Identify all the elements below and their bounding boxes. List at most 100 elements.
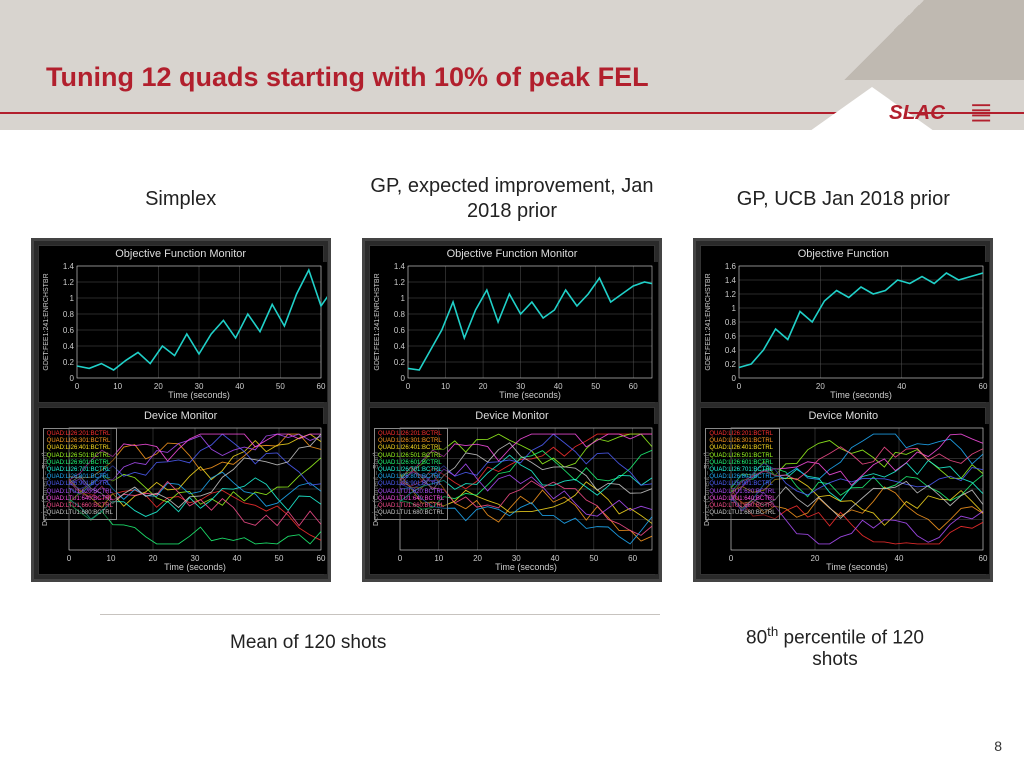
svg-text:Time (seconds): Time (seconds) (168, 390, 230, 400)
svg-text:60: 60 (316, 382, 325, 391)
svg-text:0: 0 (406, 382, 411, 391)
column-simplex: Simplex Objective Function Monitor010203… (30, 160, 331, 582)
column-header-text: Simplex (145, 187, 216, 212)
svg-text:1.2: 1.2 (394, 278, 406, 287)
svg-text:40: 40 (898, 382, 907, 391)
svg-text:20: 20 (816, 382, 825, 391)
svg-text:GDET:FEE1:241:ENRCHSTBR: GDET:FEE1:241:ENRCHSTBR (374, 273, 381, 370)
svg-text:20: 20 (154, 382, 163, 391)
svg-text:0.2: 0.2 (725, 360, 737, 369)
svg-text:60: 60 (316, 554, 325, 563)
svg-text:50: 50 (274, 554, 283, 563)
caption-mean: Mean of 120 shots (230, 632, 386, 654)
device-legend: QUAD:LI26:201:BCTRLQUAD:LI26:301:BCTRLQU… (705, 428, 779, 520)
svg-text:0.8: 0.8 (63, 310, 75, 319)
svg-text:60: 60 (629, 382, 638, 391)
objective-panel: Objective Function Monitor01020304050600… (369, 245, 655, 403)
svg-text:0.8: 0.8 (394, 310, 406, 319)
svg-text:Time (seconds): Time (seconds) (164, 562, 226, 572)
device-panel: Device Monito0204060Time (seconds)Device… (700, 407, 986, 575)
svg-text:Time (seconds): Time (seconds) (830, 390, 892, 400)
svg-text:GDET:FEE1:241:ENRCHSTBR: GDET:FEE1:241:ENRCHSTBR (43, 273, 50, 370)
svg-text:0: 0 (398, 554, 403, 563)
svg-text:1: 1 (401, 294, 406, 303)
page-number: 8 (994, 738, 1002, 754)
svg-text:0.6: 0.6 (394, 326, 406, 335)
svg-text:1: 1 (69, 294, 74, 303)
svg-text:20: 20 (473, 554, 482, 563)
svg-text:1.4: 1.4 (725, 276, 737, 285)
svg-text:1.4: 1.4 (394, 262, 406, 271)
svg-text:0.4: 0.4 (63, 342, 75, 351)
column-header: Simplex (145, 160, 216, 238)
chart-pair-2: Objective Function 0 20 40 60 0 0.2 0.4 0.6 0.8 1 1… (693, 238, 993, 582)
header-decor (804, 0, 1024, 80)
svg-text:10: 10 (106, 554, 115, 563)
svg-text:60: 60 (979, 382, 988, 391)
svg-text:10: 10 (113, 382, 122, 391)
svg-text:0.2: 0.2 (394, 358, 406, 367)
device-legend: QUAD:LI26:201:BCTRLQUAD:LI26:301:BCTRLQU… (374, 428, 448, 520)
svg-text:10: 10 (434, 554, 443, 563)
svg-text:1.2: 1.2 (63, 278, 75, 287)
objective-panel: Objective Function Monitor01020304050600… (38, 245, 324, 403)
panel-title: Device Monitor (370, 408, 654, 424)
caption-percentile: 80th percentile of 120 shots (730, 624, 940, 671)
svg-text:40: 40 (895, 554, 904, 563)
svg-text:0.8: 0.8 (725, 318, 737, 327)
svg-text:0.6: 0.6 (725, 332, 737, 341)
panel-title: Device Monitor (39, 408, 323, 424)
svg-text:0: 0 (737, 382, 742, 391)
svg-text:20: 20 (148, 554, 157, 563)
svg-text:1.2: 1.2 (725, 290, 737, 299)
svg-text:50: 50 (589, 554, 598, 563)
svg-text:20: 20 (811, 554, 820, 563)
device-panel: Device Monitor0102030405060Time (seconds… (38, 407, 324, 575)
svg-text:0.4: 0.4 (394, 342, 406, 351)
slide-title: Tuning 12 quads starting with 10% of pea… (46, 62, 649, 93)
device-legend: QUAD:LI26:201:BCTRLQUAD:LI26:301:BCTRLQU… (43, 428, 117, 520)
panel-title: Objective Function Monitor (370, 246, 654, 262)
svg-text:50: 50 (591, 382, 600, 391)
svg-text:1.4: 1.4 (63, 262, 75, 271)
chart-pair-1: Objective Function Monitor01020304050600… (362, 238, 662, 582)
slac-logo: SLAC (889, 100, 992, 124)
svg-text:60: 60 (628, 554, 637, 563)
svg-text:1: 1 (732, 304, 737, 313)
svg-text:60: 60 (979, 554, 988, 563)
chart-columns: Simplex Objective Function Monitor010203… (30, 160, 994, 582)
panel-title: Objective Function (701, 246, 985, 262)
device-panel: Device Monitor0102030405060Time (seconds… (369, 407, 655, 575)
svg-text:10: 10 (441, 382, 450, 391)
svg-text:0.4: 0.4 (725, 346, 737, 355)
svg-text:0: 0 (74, 382, 79, 391)
svg-text:0: 0 (729, 554, 734, 563)
svg-text:0.6: 0.6 (63, 326, 75, 335)
svg-text:0: 0 (69, 374, 74, 383)
column-header-text: GP, expected improvement, Jan 2018 prior (361, 174, 662, 224)
panel-title: Objective Function Monitor (39, 246, 323, 262)
svg-text:GDET:FEE1:241:ENRCHSTBR: GDET:FEE1:241:ENRCHSTBR (705, 273, 712, 370)
svg-text:Time (seconds): Time (seconds) (826, 562, 888, 572)
svg-text:SLAC: SLAC (889, 101, 946, 124)
column-gp-ucb: GP, UCB Jan 2018 prior Objective Functio… (693, 160, 994, 582)
svg-text:0.2: 0.2 (63, 358, 75, 367)
svg-text:1.6: 1.6 (725, 262, 737, 271)
svg-text:40: 40 (232, 554, 241, 563)
footer-rule (100, 614, 660, 615)
svg-text:20: 20 (479, 382, 488, 391)
column-gp-ei: GP, expected improvement, Jan 2018 prior… (361, 160, 662, 582)
objective-panel: Objective Function 0 20 40 60 0 0.2 0.4 0.6 0.8 1 1… (700, 245, 986, 403)
column-header: GP, expected improvement, Jan 2018 prior (361, 160, 662, 238)
panel-title: Device Monito (701, 408, 985, 424)
svg-text:40: 40 (235, 382, 244, 391)
header-band: Tuning 12 quads starting with 10% of pea… (0, 0, 1024, 130)
svg-text:0: 0 (732, 374, 737, 383)
column-header-text: GP, UCB Jan 2018 prior (737, 187, 950, 212)
svg-text:50: 50 (276, 382, 285, 391)
chart-pair-0: Objective Function Monitor01020304050600… (31, 238, 331, 582)
svg-text:0: 0 (66, 554, 71, 563)
svg-text:Time (seconds): Time (seconds) (495, 562, 557, 572)
column-header: GP, UCB Jan 2018 prior (737, 160, 950, 238)
svg-text:Time (seconds): Time (seconds) (499, 390, 561, 400)
